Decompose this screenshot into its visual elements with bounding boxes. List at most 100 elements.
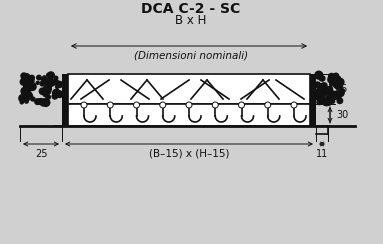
Circle shape [320,98,324,102]
Circle shape [186,102,192,108]
Text: (B–15) x (H–15): (B–15) x (H–15) [149,149,229,159]
Circle shape [44,80,48,84]
Circle shape [337,79,344,86]
Circle shape [315,71,323,79]
Text: (Dimensioni nominali): (Dimensioni nominali) [134,50,248,60]
Text: 30: 30 [336,110,348,120]
Circle shape [319,77,323,81]
Circle shape [320,98,324,102]
Circle shape [25,75,30,79]
Text: B x H: B x H [175,14,207,27]
Circle shape [23,74,28,79]
Circle shape [31,79,34,83]
Circle shape [44,78,48,82]
Circle shape [331,92,337,98]
Circle shape [212,102,218,108]
Circle shape [337,98,343,103]
Circle shape [314,93,321,100]
Circle shape [322,99,329,105]
Circle shape [330,81,334,86]
Circle shape [46,95,50,99]
Circle shape [331,91,335,95]
Circle shape [326,99,332,105]
Circle shape [37,75,41,80]
Circle shape [333,73,339,79]
Circle shape [47,78,50,81]
Circle shape [331,100,335,103]
Circle shape [316,89,323,96]
Circle shape [328,93,336,101]
Circle shape [36,81,39,84]
Circle shape [23,74,30,80]
Circle shape [332,94,337,100]
Circle shape [44,85,51,92]
Circle shape [23,94,30,101]
Circle shape [35,99,41,104]
Circle shape [107,102,113,108]
Circle shape [42,90,46,94]
Circle shape [28,83,36,91]
Circle shape [26,92,33,99]
Circle shape [336,92,342,98]
Circle shape [327,94,333,101]
Bar [68,74,310,104]
Circle shape [325,87,332,94]
Circle shape [320,92,326,98]
Circle shape [334,81,340,88]
Circle shape [53,89,60,97]
Circle shape [319,87,322,91]
Circle shape [57,91,63,97]
Circle shape [317,100,322,104]
Circle shape [40,99,47,106]
Circle shape [21,87,29,95]
Circle shape [327,87,331,91]
Circle shape [43,91,49,97]
Circle shape [48,86,51,89]
Circle shape [24,83,30,90]
Circle shape [329,73,334,79]
Circle shape [25,83,33,91]
Circle shape [321,89,327,96]
Circle shape [337,85,340,89]
Circle shape [326,89,331,93]
Circle shape [29,75,34,81]
Circle shape [320,76,325,81]
Circle shape [52,93,57,99]
Circle shape [315,83,319,88]
Circle shape [318,94,322,99]
Circle shape [26,91,31,96]
Circle shape [21,98,25,102]
Circle shape [38,99,44,104]
Text: 25: 25 [35,149,47,159]
Circle shape [335,83,342,90]
Circle shape [47,73,51,77]
Circle shape [40,81,44,86]
Text: 11: 11 [316,149,328,159]
Circle shape [45,88,51,94]
Circle shape [28,77,31,80]
Circle shape [328,75,336,83]
Circle shape [24,78,29,83]
Circle shape [21,73,27,79]
Circle shape [317,89,321,93]
Circle shape [41,78,45,81]
Circle shape [54,76,58,80]
Circle shape [43,76,46,80]
Circle shape [28,76,34,82]
Circle shape [28,78,33,83]
Circle shape [330,74,334,78]
Circle shape [265,102,271,108]
Circle shape [52,79,59,85]
Circle shape [31,97,35,101]
Circle shape [322,98,331,106]
Circle shape [315,93,321,100]
Circle shape [134,102,139,108]
Circle shape [339,79,343,83]
Circle shape [39,88,46,94]
Circle shape [321,83,327,88]
Circle shape [318,84,322,88]
Bar [68,104,310,126]
Circle shape [25,100,28,103]
Circle shape [336,76,341,82]
Circle shape [22,88,28,95]
